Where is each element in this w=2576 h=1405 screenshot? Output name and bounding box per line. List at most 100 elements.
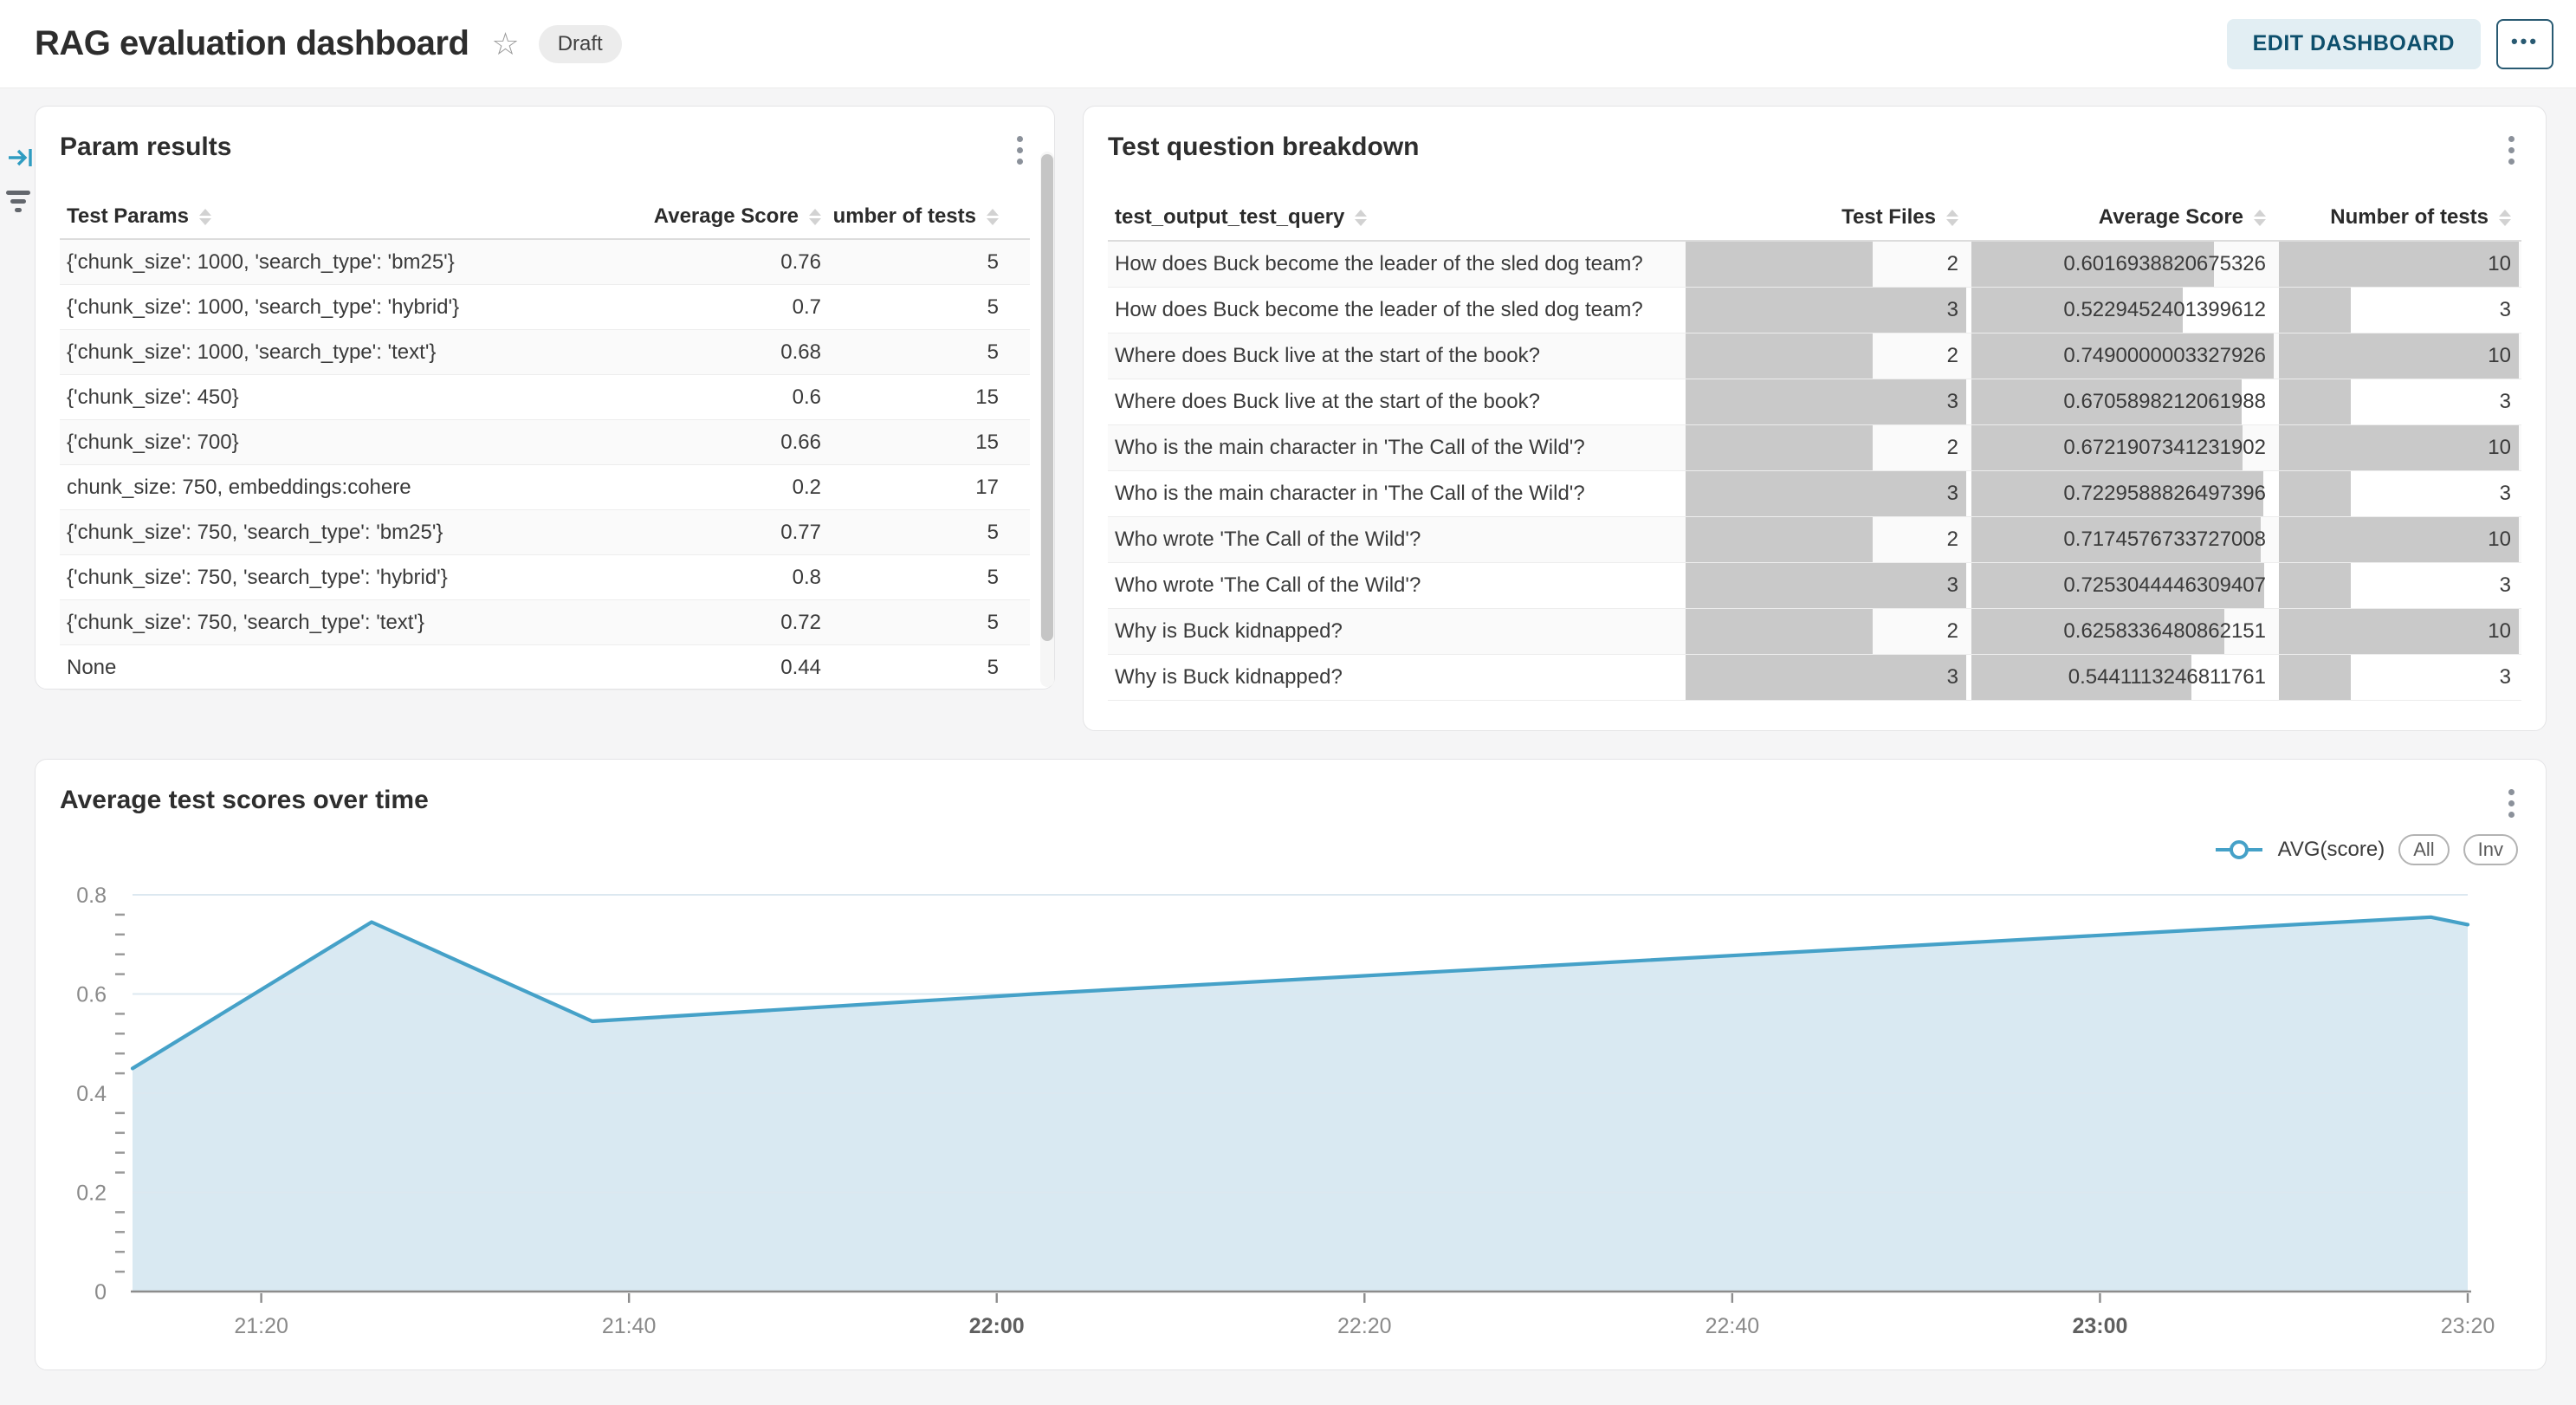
- data-bar: [1971, 471, 2263, 516]
- scrollbar-track[interactable]: [1040, 152, 1054, 687]
- legend-series-marker-icon[interactable]: [2214, 838, 2264, 861]
- data-bar: [1971, 517, 2262, 562]
- test-files-cell: 3: [1683, 471, 1969, 516]
- sort-down-arrow-icon: [2254, 218, 2266, 226]
- cell-value: 0.7229588826497396: [2063, 482, 2266, 505]
- cell-value: 0.5229452401399612: [2063, 298, 2266, 321]
- edit-dashboard-button[interactable]: EDIT DASHBOARD: [2226, 18, 2481, 69]
- column-header-average-score[interactable]: Average Score: [1969, 195, 2276, 240]
- column-header-number-of-tests[interactable]: Number of tests: [2276, 195, 2521, 240]
- average-score-cell: 0.2: [792, 475, 821, 499]
- filter-icon[interactable]: [3, 185, 35, 221]
- panel-question-breakdown: Test question breakdown test_output_test…: [1083, 106, 2547, 731]
- y-axis-label: 0.6: [76, 983, 107, 1007]
- data-bar: [1971, 609, 2224, 654]
- cell-value: 3: [2499, 390, 2511, 413]
- query-cell: Who is the main character in 'The Call o…: [1115, 436, 1585, 459]
- number-of-tests-cell: 10: [2276, 609, 2521, 654]
- status-badge: Draft: [538, 24, 622, 63]
- number-of-tests-cell: 3: [2276, 471, 2521, 516]
- test-files-cell: 3: [1683, 563, 1969, 608]
- x-axis-label: 21:40: [602, 1314, 657, 1338]
- cell-value: 10: [2488, 619, 2511, 643]
- column-header-test-files[interactable]: Test Files: [1683, 195, 1969, 240]
- legend-series-label[interactable]: AVG(score): [2277, 838, 2385, 861]
- data-bar: [2279, 425, 2519, 470]
- chart-area[interactable]: 0 0.2 0.4 0.6 0.8 21:20 21:40 22:00 22:20 22:40 23…: [60, 876, 2521, 1365]
- data-bar: [2279, 288, 2352, 333]
- data-bar: [2279, 563, 2352, 608]
- sort-arrows-icon: [198, 208, 211, 225]
- more-options-button[interactable]: •••: [2496, 18, 2553, 69]
- data-bar: [1686, 609, 1873, 654]
- row-gutter: [1009, 600, 1030, 644]
- y-axis-label: 0.8: [76, 884, 107, 908]
- data-bar: [1971, 333, 2274, 379]
- table-row: Who is the main character in 'The Call o…: [1108, 425, 2521, 471]
- data-bar: [1686, 563, 1966, 608]
- panel-param-results: Param results Test Params Average Score Nu…: [35, 106, 1055, 690]
- panel-menu-kebab-icon[interactable]: [1013, 133, 1026, 168]
- cell-value: 10: [2488, 252, 2511, 275]
- number-of-tests-cell: 5: [987, 340, 999, 364]
- row-gutter: [1009, 510, 1030, 554]
- cell-value: 3: [1946, 390, 1958, 413]
- number-of-tests-cell: 5: [987, 249, 999, 274]
- cell-value: 2: [1946, 252, 1958, 275]
- cell-value: 3: [2499, 665, 2511, 689]
- panel-menu-kebab-icon[interactable]: [2505, 133, 2518, 168]
- cell-value: 0.5441113246811761: [2068, 665, 2266, 689]
- average-score-cell: 0.7229588826497396: [1969, 471, 2276, 516]
- favorite-star-icon[interactable]: ☆: [491, 25, 520, 62]
- average-score-cell: 0.68: [780, 340, 821, 364]
- table-row: Who wrote 'The Call of the Wild'? 3 0.7253…: [1108, 563, 2521, 609]
- line-chart[interactable]: 0 0.2 0.4 0.6 0.8 21:20 21:40 22:00 22:20 22:40 23…: [60, 876, 2523, 1361]
- number-of-tests-cell: 5: [987, 610, 999, 634]
- query-cell: Why is Buck kidnapped?: [1115, 619, 1343, 643]
- expand-panel-icon[interactable]: [5, 142, 36, 178]
- sort-up-arrow-icon: [987, 208, 999, 216]
- query-cell: How does Buck become the leader of the s…: [1115, 298, 1643, 321]
- x-axis-label: 22:00: [969, 1314, 1025, 1338]
- table-row: {'chunk_size': 700} 0.66 15: [60, 420, 1030, 465]
- test-files-cell: 2: [1683, 609, 1969, 654]
- cell-value: 2: [1946, 436, 1958, 459]
- column-header-label: test_output_test_query: [1115, 205, 1345, 229]
- cell-value: 0.7253044446309407: [2063, 573, 2266, 597]
- column-header-average-score[interactable]: Average Score: [572, 195, 832, 238]
- query-cell: Where does Buck live at the start of the…: [1115, 390, 1540, 413]
- average-score-cell: 0.77: [780, 520, 821, 544]
- table-header-row: test_output_test_query Test Files Average …: [1108, 195, 2521, 242]
- number-of-tests-cell: 3: [2276, 655, 2521, 700]
- column-header-label: Number of tests: [832, 204, 976, 228]
- column-header-test-params[interactable]: Test Params: [60, 195, 572, 238]
- column-header-label: Average Score: [2098, 205, 2243, 229]
- average-score-cell: 0.7253044446309407: [1969, 563, 2276, 608]
- table-row: chunk_size: 750, embeddings:cohere 0.2 17: [60, 465, 1030, 510]
- cell-value: 2: [1946, 619, 1958, 643]
- average-score-cell: 0.5441113246811761: [1969, 655, 2276, 700]
- cell-value: 0.6258336480862151: [2063, 619, 2266, 643]
- column-header-test-output-test-query[interactable]: test_output_test_query: [1108, 195, 1683, 240]
- number-of-tests-cell: 15: [975, 385, 999, 409]
- cell-value: 3: [2499, 482, 2511, 505]
- legend-all-button[interactable]: All: [2398, 834, 2450, 865]
- x-axis-label: 23:00: [2072, 1314, 2127, 1338]
- average-score-cell: 0.6: [792, 385, 821, 409]
- table-row: {'chunk_size': 1000, 'search_type': 'hyb…: [60, 285, 1030, 330]
- column-header-number-of-tests[interactable]: Number of tests: [832, 195, 1009, 238]
- data-bar: [2279, 655, 2352, 700]
- legend-inv-button[interactable]: Inv: [2463, 834, 2518, 865]
- cell-value: 0.6705898212061988: [2063, 390, 2266, 413]
- panel-title: Test question breakdown: [1108, 133, 1420, 161]
- question-breakdown-table: test_output_test_query Test Files Average …: [1108, 195, 2521, 701]
- scrollbar-thumb[interactable]: [1041, 154, 1053, 642]
- panel-scores-chart: Average test scores over time AVG(score)…: [35, 759, 2547, 1370]
- table-row: Why is Buck kidnapped? 3 0.544111324681176…: [1108, 655, 2521, 701]
- data-bar: [1971, 288, 2183, 333]
- average-score-cell: 0.6705898212061988: [1969, 379, 2276, 424]
- panel-menu-kebab-icon[interactable]: [2505, 786, 2518, 821]
- table-row: {'chunk_size': 1000, 'search_type': 'bm2…: [60, 240, 1030, 285]
- row-gutter: [1009, 285, 1030, 329]
- number-of-tests-cell: 3: [2276, 288, 2521, 333]
